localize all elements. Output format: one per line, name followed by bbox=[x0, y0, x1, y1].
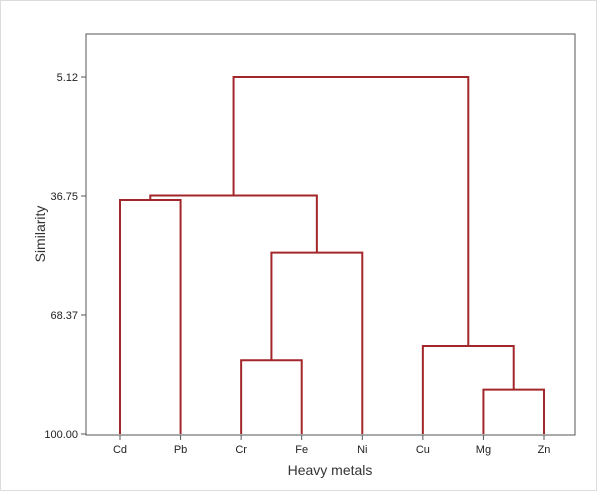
x-axis: Cd Pb Cr Fe Ni Cu Mg Zn bbox=[113, 435, 550, 456]
merge-link-mg-zn bbox=[482, 388, 545, 434]
leaf-label-pb: Pb bbox=[174, 444, 187, 456]
leaf-label-cr: Cr bbox=[235, 444, 247, 456]
x-axis-title: Heavy metals bbox=[288, 462, 373, 478]
y-tick-label: 36.75 bbox=[50, 191, 78, 203]
leaf-label-fe: Fe bbox=[295, 444, 308, 456]
dendrogram-links bbox=[119, 76, 545, 434]
y-axis: 5.12 36.75 68.37 100.00 bbox=[44, 72, 86, 441]
merge-link-cd-pb-cr-fe-ni-cu-mg-zn bbox=[232, 76, 470, 346]
leaf-label-zn: Zn bbox=[538, 444, 551, 456]
leaf-label-ni: Ni bbox=[357, 444, 367, 456]
leaf-label-mg: Mg bbox=[476, 444, 491, 456]
y-tick-label: 68.37 bbox=[50, 310, 78, 322]
leaf-label-cu: Cu bbox=[416, 444, 430, 456]
leaf-label-cd: Cd bbox=[113, 444, 127, 456]
y-axis-title: Similarity bbox=[32, 206, 48, 263]
y-tick-label: 100.00 bbox=[44, 429, 78, 441]
plot-area bbox=[85, 33, 576, 436]
y-tick-label: 5.12 bbox=[57, 72, 78, 84]
